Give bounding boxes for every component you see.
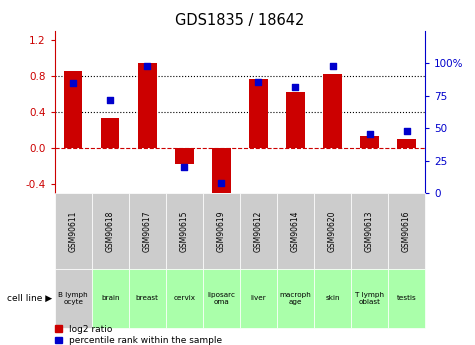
Bar (286, 92, 305, 148)
Point (329, 63, 336, 69)
Text: GSM90611: GSM90611 (69, 210, 77, 252)
Text: skin: skin (325, 295, 340, 302)
Point (218, 180, 225, 186)
Text: cell line ▶: cell line ▶ (7, 294, 52, 303)
Text: GSM90618: GSM90618 (106, 210, 114, 252)
Text: testis: testis (397, 295, 417, 302)
Text: breast: breast (136, 295, 159, 302)
Text: GSM90615: GSM90615 (180, 210, 189, 252)
Text: brain: brain (101, 295, 119, 302)
Text: GSM90616: GSM90616 (402, 210, 411, 252)
Text: liposarc
oma: liposarc oma (208, 292, 235, 305)
Text: GSM90614: GSM90614 (291, 210, 300, 252)
Bar (101, 118, 120, 148)
Legend: log2 ratio, percentile rank within the sample: log2 ratio, percentile rank within the s… (55, 325, 222, 345)
Point (292, 84, 299, 90)
Text: liver: liver (250, 295, 266, 302)
Text: B lymph
ocyte: B lymph ocyte (58, 292, 88, 305)
Point (366, 131, 373, 136)
Bar (138, 62, 157, 148)
Bar (212, 148, 231, 195)
Text: T lymph
oblast: T lymph oblast (355, 292, 384, 305)
Text: cervix: cervix (173, 295, 195, 302)
Bar (64, 71, 83, 148)
Bar (361, 136, 379, 148)
Bar (249, 79, 267, 148)
Point (255, 79, 262, 85)
Bar (323, 74, 342, 148)
Point (180, 165, 188, 170)
Text: GSM90617: GSM90617 (143, 210, 152, 252)
Text: GSM90620: GSM90620 (328, 210, 337, 252)
Text: macroph
age: macroph age (280, 292, 311, 305)
Text: GSM90619: GSM90619 (217, 210, 226, 252)
Point (106, 97, 114, 102)
Bar (397, 139, 416, 148)
Text: GSM90612: GSM90612 (254, 210, 263, 252)
Text: GSM90613: GSM90613 (365, 210, 374, 252)
Bar (175, 148, 194, 164)
Point (403, 128, 410, 134)
Point (143, 63, 151, 69)
Point (69, 80, 77, 86)
Title: GDS1835 / 18642: GDS1835 / 18642 (175, 13, 304, 29)
